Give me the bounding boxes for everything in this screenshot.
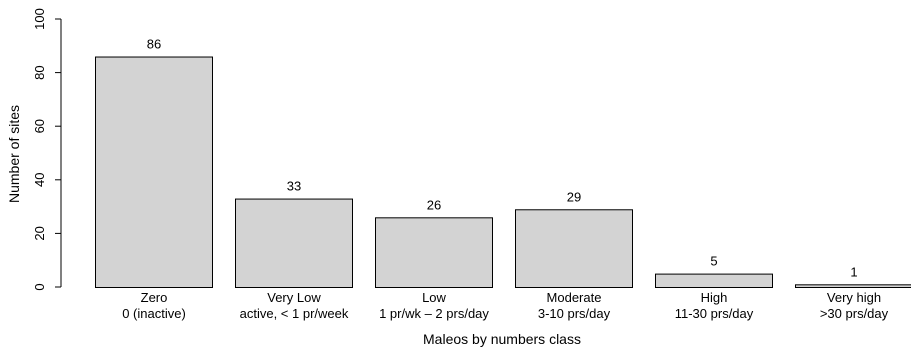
- bar: [375, 217, 493, 289]
- y-tick-label: 0: [32, 283, 47, 290]
- y-tick-label: 60: [32, 119, 47, 133]
- x-tick-sublabel: active, < 1 pr/week: [240, 306, 349, 321]
- x-tick-sublabel: 0 (inactive): [122, 306, 186, 321]
- x-tick-label: Moderate: [547, 290, 602, 305]
- x-tick-label: Zero: [141, 290, 168, 305]
- bars: 86 33 26 29 5 1: [95, 37, 911, 289]
- x-axis-title: Maleos by numbers class: [423, 331, 581, 347]
- bar-value-label: 1: [850, 264, 857, 279]
- bar-value-label: 5: [710, 254, 717, 269]
- bar-value-label: 86: [147, 37, 161, 52]
- x-tick-label: Very high: [827, 290, 881, 305]
- bar: [515, 209, 633, 288]
- x-tick-label: Very Low: [267, 290, 321, 305]
- bar-value-label: 33: [287, 179, 301, 194]
- bar-value-label: 29: [567, 189, 581, 204]
- y-tick-label: 80: [32, 65, 47, 79]
- bar: [235, 198, 353, 288]
- y-axis: 0 20 40 60 80 100: [32, 8, 62, 291]
- y-axis-title: Number of sites: [6, 105, 22, 203]
- x-tick-sublabel: 1 pr/wk – 2 prs/day: [379, 306, 489, 321]
- y-tick-label: 40: [32, 173, 47, 187]
- x-tick-sublabel: >30 prs/day: [820, 306, 889, 321]
- bar: [655, 273, 773, 289]
- x-tick-sublabel: 11-30 prs/day: [675, 306, 754, 321]
- x-tick-sublabel: 3-10 prs/day: [538, 306, 611, 321]
- bar: [795, 284, 911, 289]
- x-tick-label: Low: [422, 290, 446, 305]
- bar-value-label: 26: [427, 197, 441, 212]
- y-tick-label: 20: [32, 226, 47, 240]
- y-tick-label: 100: [32, 8, 47, 30]
- bar: [95, 56, 213, 288]
- x-tick-label: High: [701, 290, 728, 305]
